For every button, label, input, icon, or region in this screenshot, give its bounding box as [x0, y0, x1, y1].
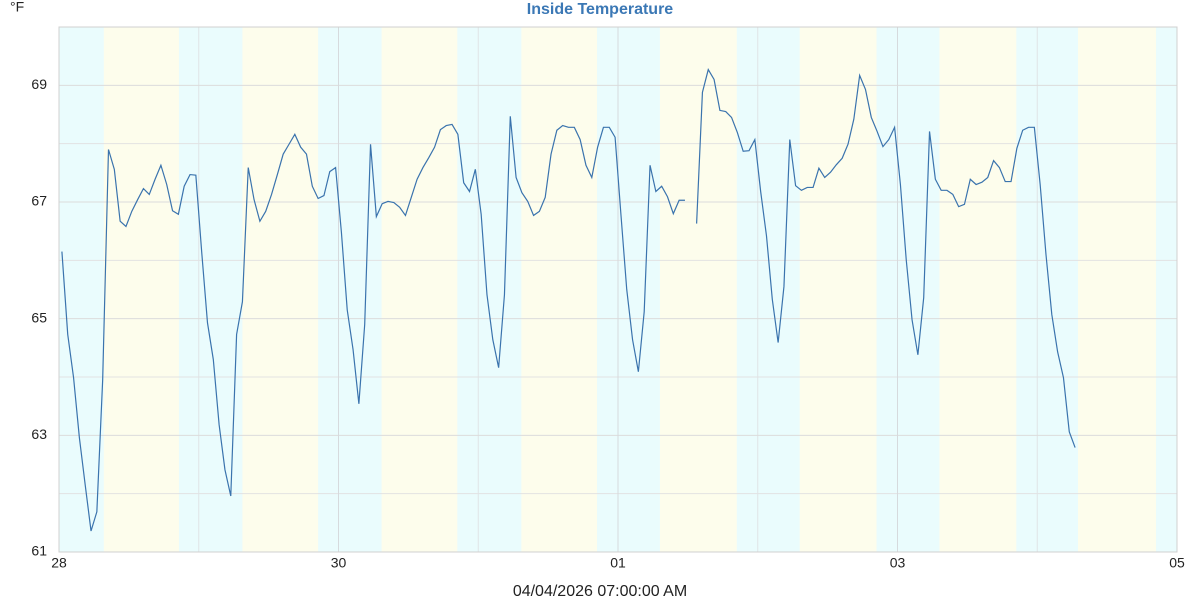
y-tick-label: 67: [31, 193, 47, 209]
y-unit: °F: [10, 0, 24, 15]
chart-title: Inside Temperature: [527, 1, 674, 18]
x-tick-label: 28: [51, 555, 67, 571]
x-tick-label: 05: [1169, 555, 1185, 571]
y-tick-label: 69: [31, 76, 47, 92]
x-axis-label: 04/04/2026 07:00:00 AM: [513, 583, 687, 600]
night-band: [59, 27, 104, 552]
night-band: [736, 27, 800, 552]
y-tick-label: 63: [31, 426, 47, 442]
night-band: [178, 27, 243, 552]
night-band: [318, 27, 382, 552]
y-tick-label: 65: [31, 309, 47, 325]
night-band: [1016, 27, 1079, 552]
plot-frame: [58, 26, 1178, 553]
x-tick-label: 01: [610, 555, 626, 571]
x-tick-label: 03: [890, 555, 906, 571]
night-band: [457, 27, 522, 552]
y-tick-label: 61: [31, 543, 47, 559]
night-band: [876, 27, 940, 552]
x-tick-label: 30: [331, 555, 347, 571]
night-band: [1156, 27, 1177, 552]
night-band: [597, 27, 660, 552]
data-line: [61, 68, 1076, 532]
